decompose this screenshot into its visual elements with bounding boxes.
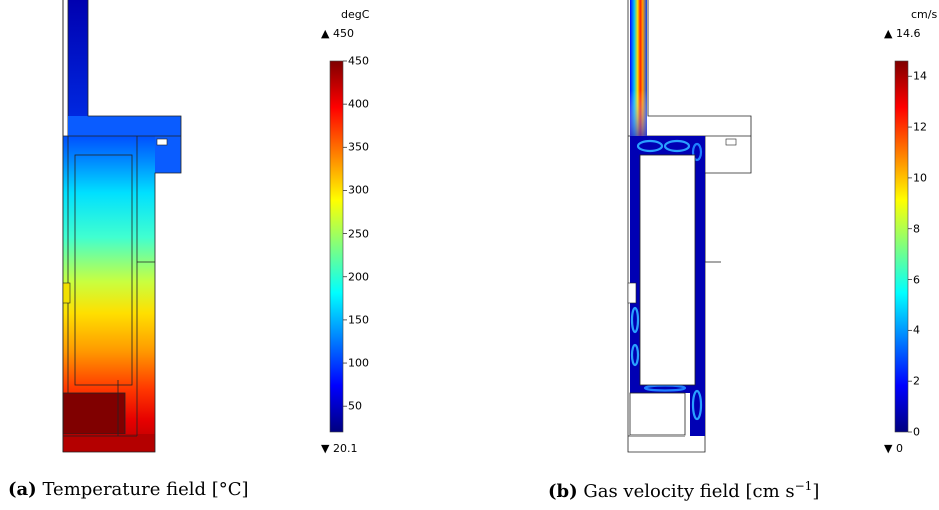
colorbar-tick-label: 12 bbox=[913, 120, 927, 134]
colorbar-velocity bbox=[894, 60, 909, 433]
colorbar-tick-label: 350 bbox=[348, 140, 369, 154]
heater-block bbox=[62, 392, 126, 435]
colorbar-tick-label: 4 bbox=[913, 323, 920, 337]
colorbar-tick-label: 0 bbox=[913, 425, 920, 439]
caption-text: Gas velocity field [cm s bbox=[583, 481, 795, 502]
colorbar-max-label: ▲ 450 bbox=[321, 27, 354, 40]
colorbar-min-label: ▼ 0 bbox=[884, 442, 903, 455]
caption-close: ] bbox=[812, 481, 820, 502]
colorbar-unit: degC bbox=[341, 8, 370, 21]
sensor-marker bbox=[62, 282, 71, 304]
colorbar-max-label: ▲ 14.6 bbox=[884, 27, 921, 40]
caption-velocity: (b) Gas velocity field [cm s−1] bbox=[548, 479, 819, 502]
temperature-field-plot bbox=[62, 0, 347, 453]
colorbar-tick-label: 450 bbox=[348, 54, 369, 68]
colorbar-tick-label: 6 bbox=[913, 273, 920, 287]
velocity-field-plot bbox=[627, 0, 912, 453]
caption-label: (a) bbox=[8, 479, 37, 500]
colorbar-tick-label: 10 bbox=[913, 171, 927, 185]
vortex-highlights bbox=[630, 139, 703, 421]
colorbar-unit: cm/s bbox=[911, 8, 938, 21]
colorbar-tick-label: 300 bbox=[348, 183, 369, 197]
colorbar-tick-label: 14 bbox=[913, 69, 927, 83]
caption-exponent: −1 bbox=[794, 479, 813, 493]
caption-temperature: (a) Temperature field [°C] bbox=[8, 479, 249, 500]
colorbar-tick-label: 8 bbox=[913, 222, 920, 236]
panel-velocity: cm/s ▲ 14.6 ▼ 0 14 12 10 8 6 4 2 0 bbox=[470, 0, 939, 470]
colorbar-tick-label: 250 bbox=[348, 227, 369, 241]
caption-text: Temperature field [°C] bbox=[42, 479, 249, 500]
panel-temperature: degC ▲ 450 ▼ 20.1 450 400 350 300 250 200 150 1… bbox=[0, 0, 470, 470]
colorbar-tick-label: 200 bbox=[348, 270, 369, 284]
colorbar-tick-label: 400 bbox=[348, 97, 369, 111]
colorbar-tick-label: 150 bbox=[348, 313, 369, 327]
flange-region bbox=[68, 116, 181, 173]
colorbar-tick-label: 50 bbox=[348, 399, 362, 413]
caption-label: (b) bbox=[548, 481, 578, 502]
colorbar-temperature bbox=[329, 60, 344, 433]
colorbar-tick-label: 2 bbox=[913, 374, 920, 388]
colorbar-min-label: ▼ 20.1 bbox=[321, 442, 358, 455]
neck-region bbox=[68, 0, 88, 116]
colorbar-tick-label: 100 bbox=[348, 356, 369, 370]
